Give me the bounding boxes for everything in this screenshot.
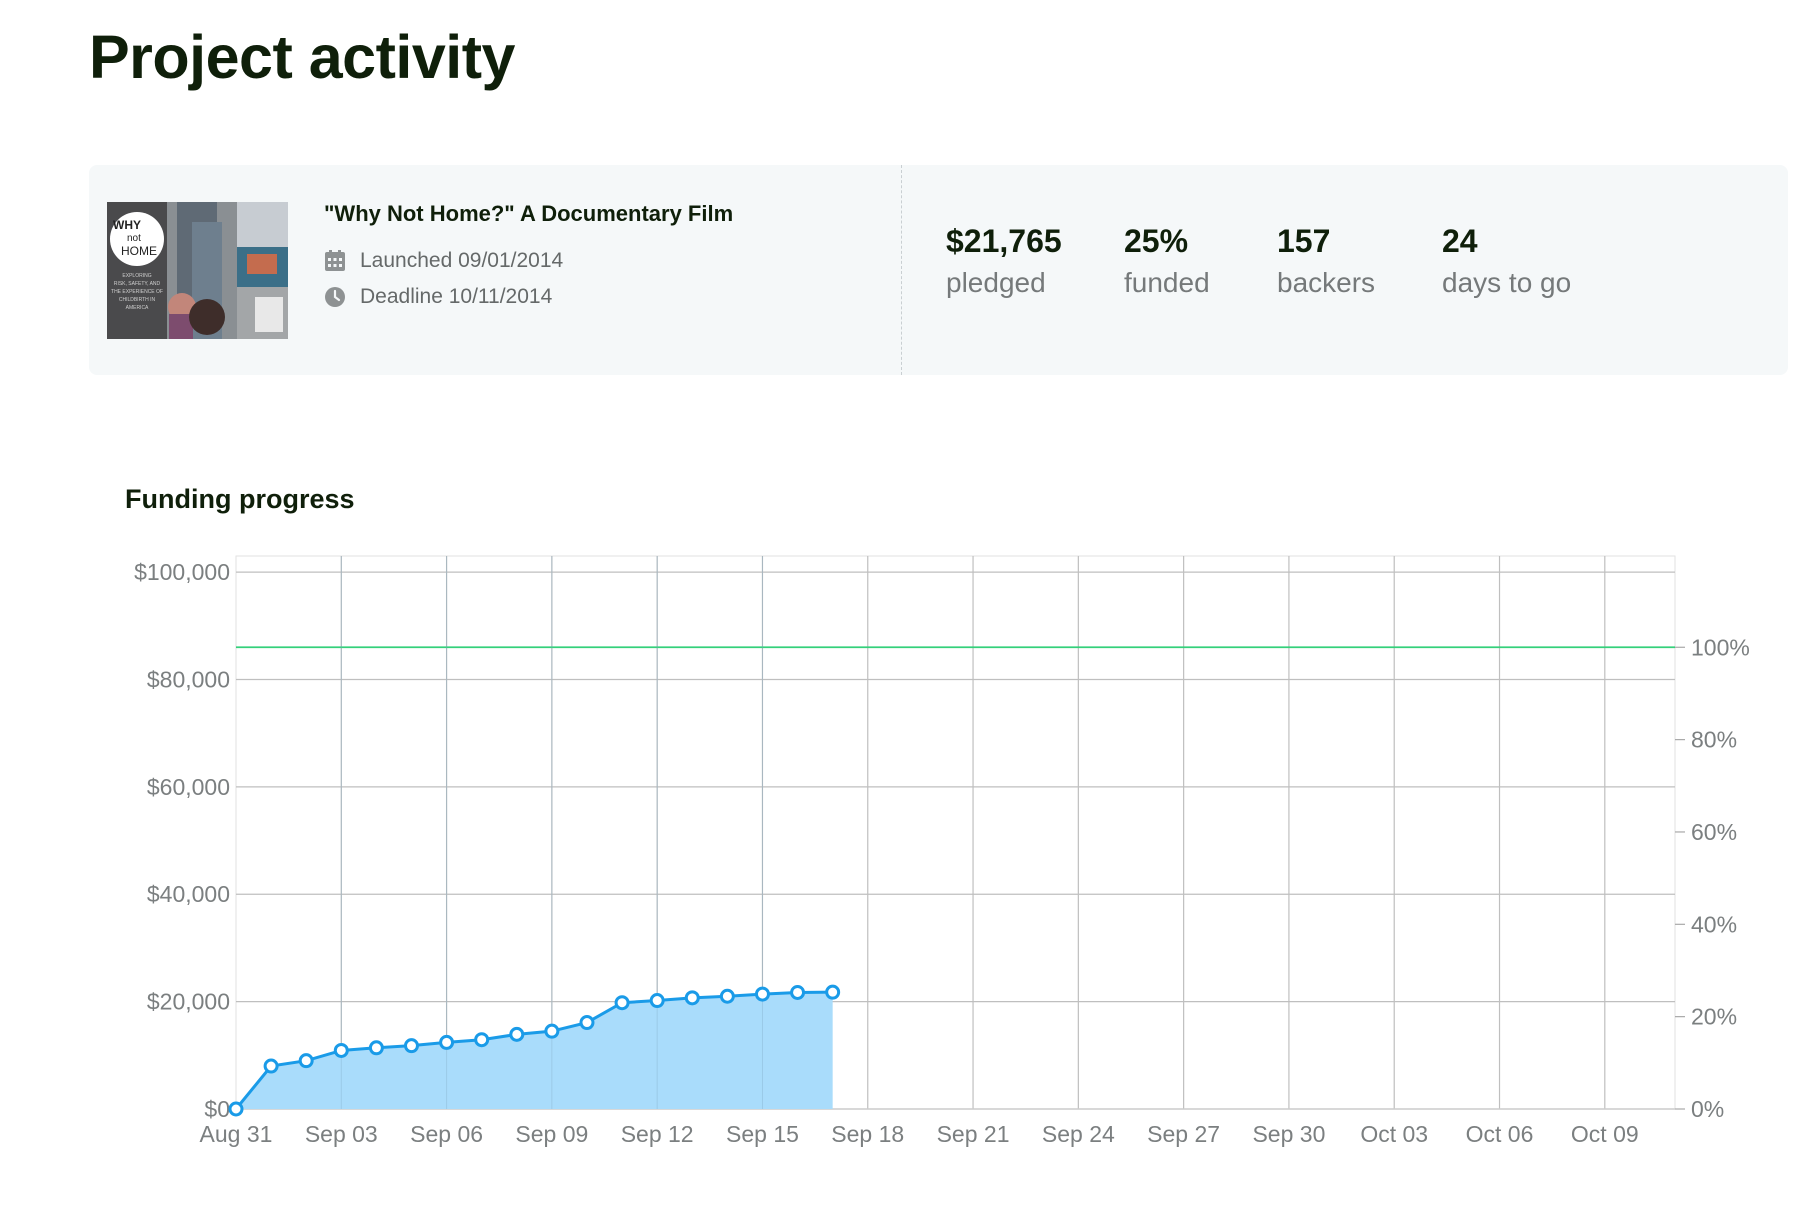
data-point	[579, 1015, 595, 1031]
x-axis-tick-label: Aug 31	[200, 1121, 273, 1147]
project-summary-card: WHY not HOME EXPLORING RISK, SAFETY, AND…	[89, 165, 1788, 375]
stat-label: funded	[1124, 267, 1210, 298]
stat-label: days to go	[1442, 267, 1572, 298]
card-divider	[901, 165, 902, 375]
project-thumbnail[interactable]: WHY not HOME EXPLORING RISK, SAFETY, AND…	[107, 202, 288, 339]
data-point	[263, 1058, 279, 1074]
data-point	[719, 988, 735, 1004]
data-point	[439, 1034, 455, 1050]
data-point	[544, 1023, 560, 1039]
x-axis-tick-label: Oct 03	[1360, 1121, 1428, 1147]
data-point	[790, 984, 806, 1000]
right-axis-tick-label: 20%	[1691, 1004, 1737, 1030]
right-axis-tick-label: 40%	[1691, 911, 1737, 937]
data-point	[403, 1038, 419, 1054]
data-point	[825, 984, 841, 1000]
stat-days-to-go: 24 days to go	[1442, 225, 1571, 297]
x-axis-tick-label: Sep 12	[621, 1121, 694, 1147]
thumbnail-tagline: EXPLORING RISK, SAFETY, AND THE EXPERIEN…	[111, 273, 163, 311]
x-axis-tick-label: Oct 06	[1466, 1121, 1534, 1147]
stat-label: backers	[1277, 267, 1376, 298]
launched-label: Launched 09/01/2014	[360, 249, 564, 272]
launched-date: Launched 09/01/2014	[324, 249, 563, 273]
x-axis-tick-label: Sep 24	[1042, 1121, 1115, 1147]
data-point	[684, 990, 700, 1006]
data-point	[474, 1032, 490, 1048]
x-axis-tick-label: Sep 03	[305, 1121, 378, 1147]
data-point	[228, 1101, 244, 1117]
stat-funded: 25% funded	[1124, 225, 1210, 297]
y-axis-tick-label: $0	[204, 1096, 230, 1122]
x-axis-tick-label: Sep 27	[1147, 1121, 1220, 1147]
right-axis-tick-label: 100%	[1691, 634, 1750, 660]
x-axis-tick-label: Sep 21	[937, 1121, 1010, 1147]
x-axis-tick-label: Sep 18	[831, 1121, 904, 1147]
data-point	[754, 986, 770, 1002]
project-title[interactable]: "Why Not Home?" A Documentary Film	[324, 201, 734, 226]
thumbnail-image	[107, 202, 288, 339]
stat-value: 157	[1277, 223, 1331, 259]
y-axis-tick-label: $40,000	[147, 881, 230, 907]
series-area	[236, 992, 833, 1109]
data-point	[509, 1026, 525, 1042]
plot-area-border	[235, 555, 1676, 1110]
page-title: Project activity	[89, 23, 515, 91]
stat-value: $21,765	[946, 223, 1062, 259]
y-axis-tick-label: $60,000	[147, 774, 230, 800]
right-axis-tick-label: 60%	[1691, 819, 1737, 845]
right-axis-tick-label: 0%	[1691, 1096, 1724, 1122]
right-axis-tick-label: 80%	[1691, 727, 1737, 753]
stat-backers: 157 backers	[1277, 225, 1375, 297]
stat-value: 24	[1442, 223, 1478, 259]
thumbnail-logo-line2: not	[127, 233, 141, 244]
data-point	[614, 995, 630, 1011]
data-point	[333, 1042, 349, 1058]
x-axis-tick-label: Sep 06	[410, 1121, 483, 1147]
stat-pledged: $21,765 pledged	[946, 225, 1062, 297]
x-axis-tick-label: Sep 09	[515, 1121, 588, 1147]
y-axis-tick-label: $100,000	[134, 559, 230, 585]
data-point	[368, 1040, 384, 1056]
deadline-label: Deadline 10/11/2014	[360, 285, 553, 308]
data-point	[298, 1053, 314, 1069]
chart-title: Funding progress	[125, 484, 355, 514]
thumbnail-logo-line1: WHY	[113, 218, 141, 232]
x-axis-tick-label: Oct 09	[1571, 1121, 1639, 1147]
clock-icon	[325, 287, 345, 307]
deadline-date: Deadline 10/11/2014	[324, 285, 552, 309]
calendar-icon	[325, 250, 345, 271]
y-axis-tick-label: $20,000	[147, 989, 230, 1015]
stat-value: 25%	[1124, 223, 1189, 259]
x-axis-tick-label: Sep 15	[726, 1121, 799, 1147]
x-axis-tick-label: Sep 30	[1252, 1121, 1325, 1147]
y-axis-tick-label: $80,000	[147, 666, 230, 692]
stat-label: pledged	[946, 267, 1046, 298]
thumbnail-logo-line3: HOME	[121, 244, 157, 258]
data-point	[649, 993, 665, 1009]
